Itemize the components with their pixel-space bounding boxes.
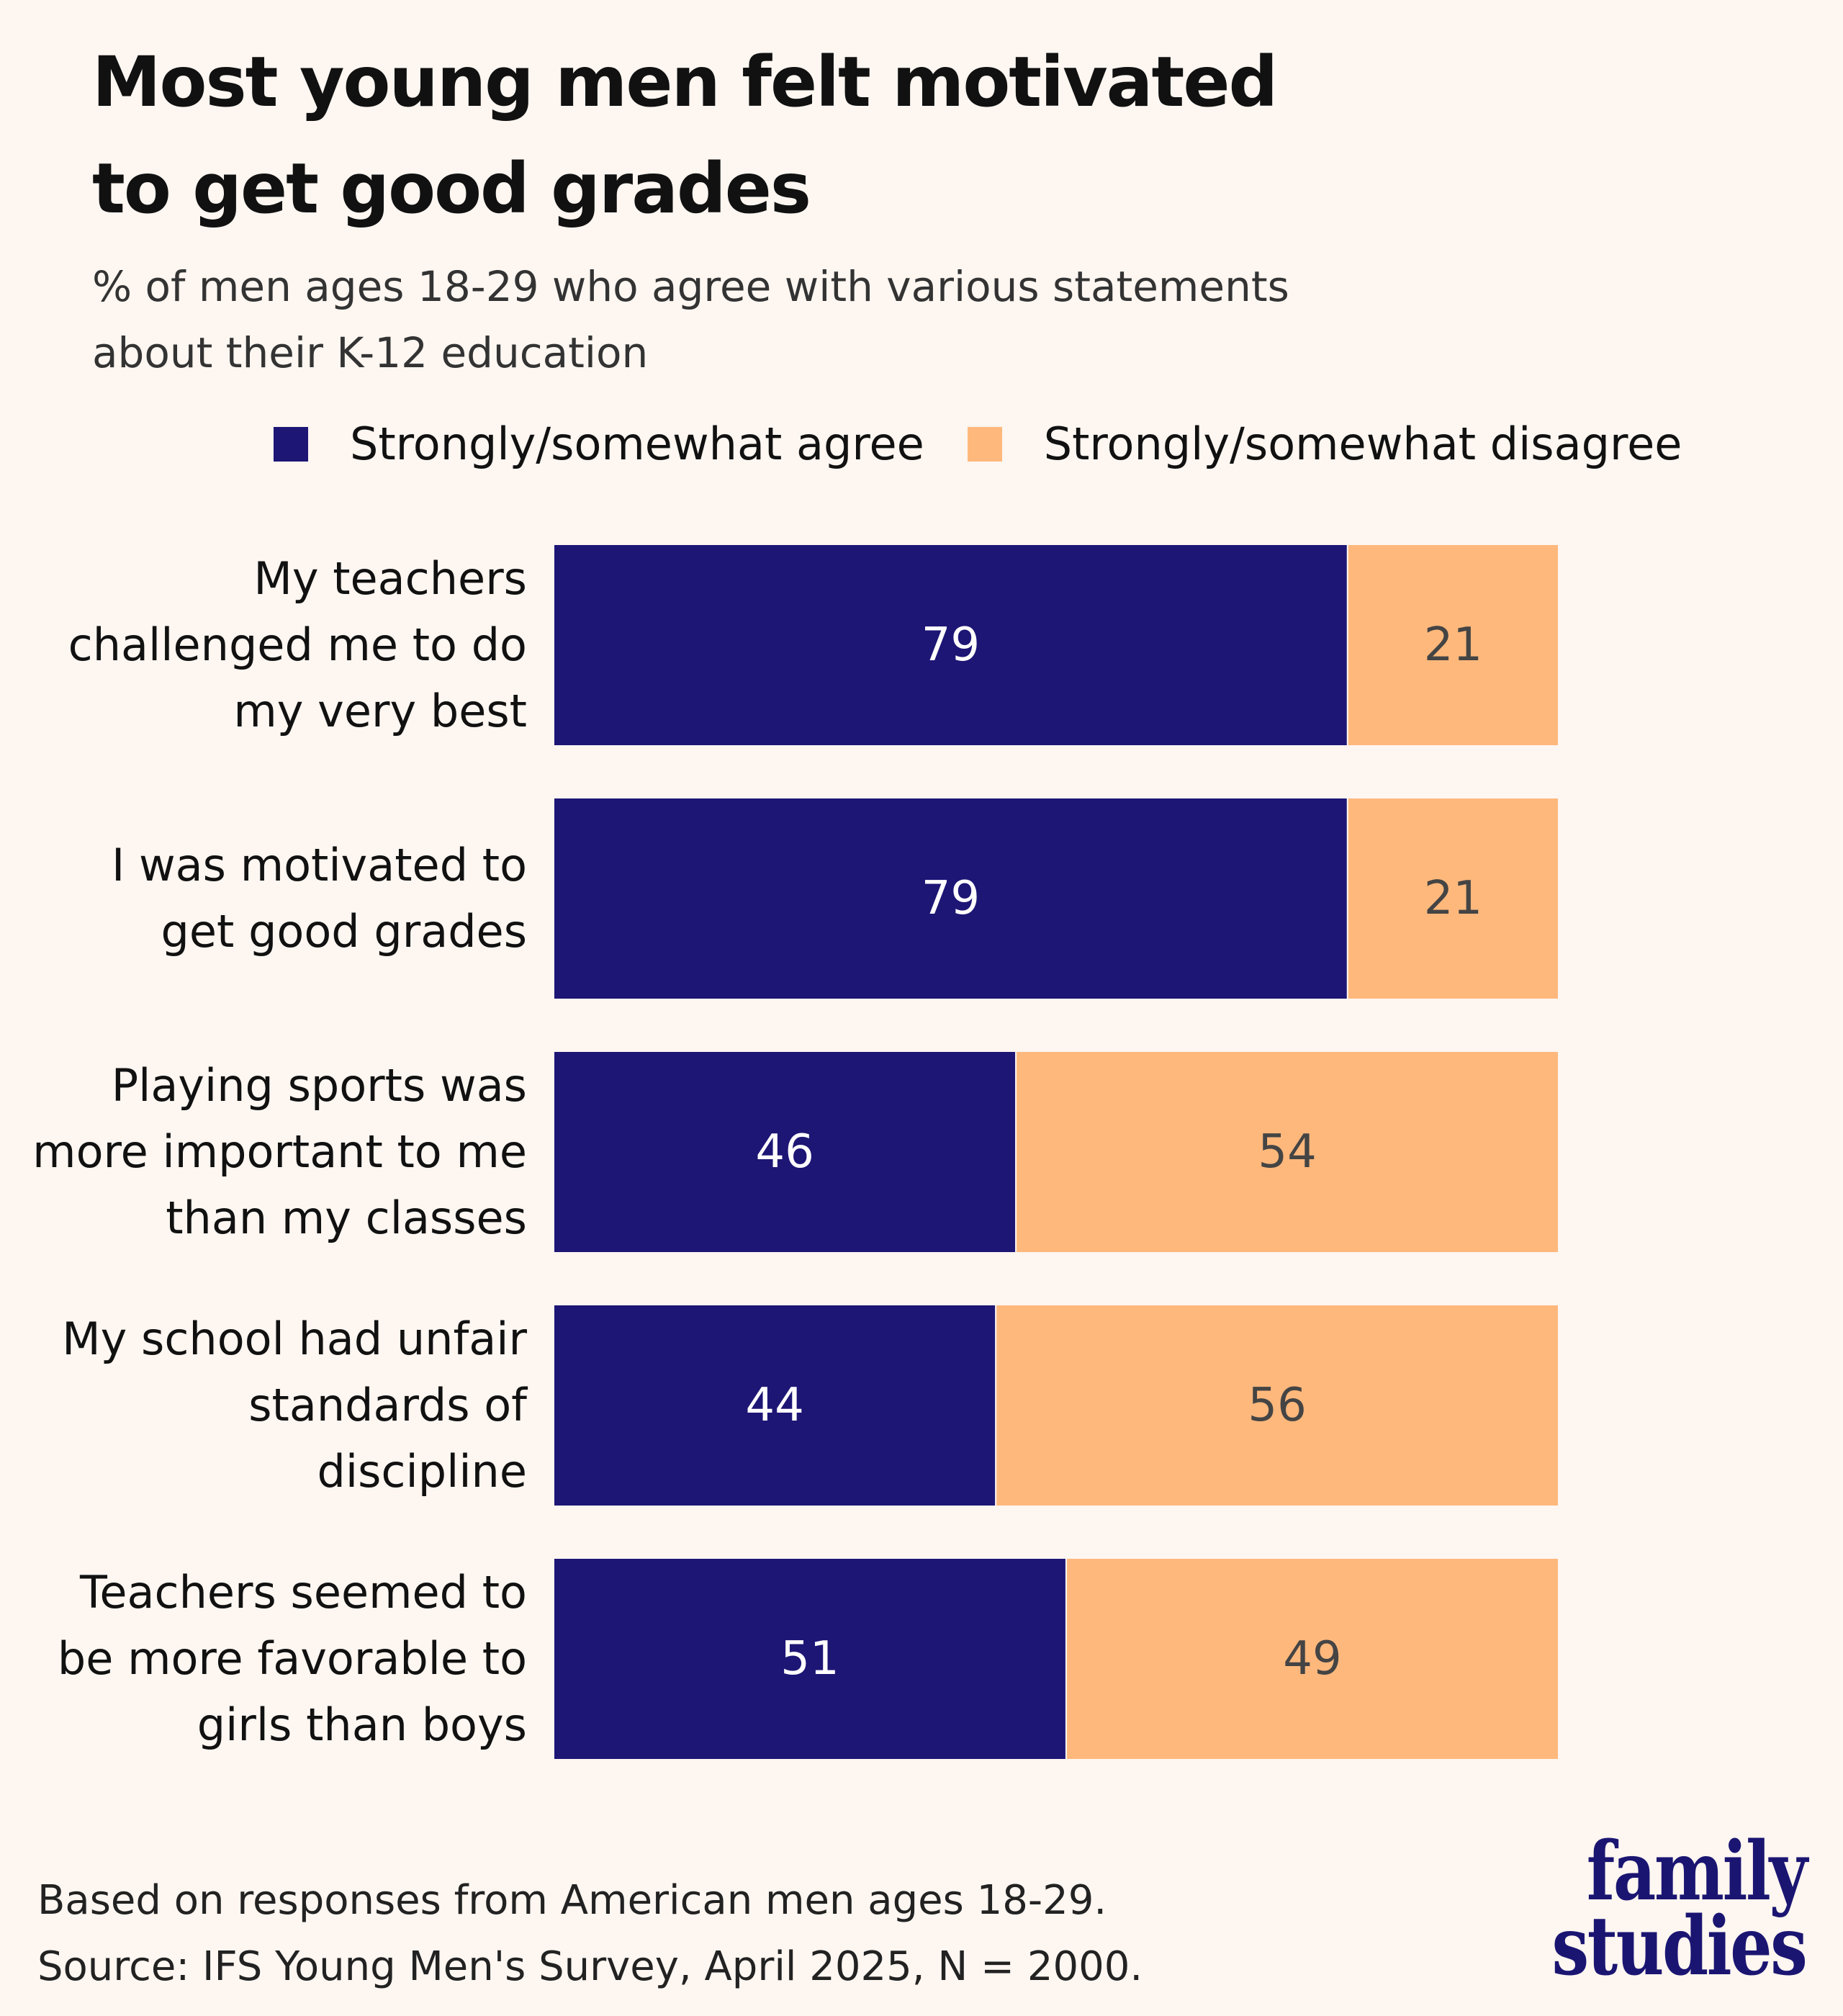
category-label: My school had unfair standards of discip… [14, 1305, 527, 1506]
bar-agree [553, 1557, 1067, 1760]
legend: Strongly/somewhat agree Strongly/somewha… [274, 418, 1725, 470]
category-label: Playing sports was more important to me … [14, 1051, 527, 1253]
category-label: My teachers challenged me to do my very … [14, 544, 527, 746]
bar-disagree [1346, 544, 1559, 747]
data-label-disagree: 21 [1424, 618, 1482, 672]
bar-agree [553, 544, 1348, 747]
logo-line-2: studies [1551, 1899, 1807, 1994]
legend-item-agree: Strongly/somewhat agree [274, 418, 924, 470]
data-label-disagree: 49 [1283, 1632, 1341, 1686]
category-label-text: Playing sports was more important to me … [32, 1059, 527, 1244]
data-label-agree: 79 [922, 872, 980, 925]
data-label-agree: 51 [780, 1632, 839, 1686]
data-label-disagree: 21 [1424, 872, 1482, 925]
category-label: Teachers seemed to be more favorable to … [14, 1558, 527, 1760]
bar-agree [553, 797, 1348, 1000]
data-label-agree: 79 [922, 618, 980, 672]
category-label-text: My school had unfair standards of discip… [62, 1313, 527, 1498]
subtitle-line-1: % of men ages 18-29 who agree with vario… [92, 262, 1289, 311]
title-line-1: Most young men felt motivated [92, 42, 1278, 122]
bar-disagree [995, 1304, 1559, 1507]
category-label-text: Teachers seemed to be more favorable to … [57, 1566, 527, 1751]
footer-note: Based on responses from American men age… [37, 1877, 1107, 1924]
legend-swatch-disagree [967, 426, 1002, 462]
legend-swatch-agree [274, 426, 308, 462]
bar-agree [553, 1304, 997, 1507]
data-label-disagree: 56 [1248, 1379, 1306, 1432]
footer: Based on responses from American men age… [37, 1868, 1143, 2000]
category-label-text: I was motivated to get good grades [111, 839, 527, 958]
logo-line-1: family [1586, 1824, 1807, 1919]
bar-agree [553, 1050, 1017, 1254]
chart-subtitle: % of men ages 18-29 who agree with vario… [92, 253, 1532, 386]
legend-label-disagree: Strongly/somewhat disagree [1043, 418, 1682, 470]
legend-item-disagree: Strongly/somewhat disagree [967, 418, 1682, 470]
subtitle-line-2: about their K-12 education [92, 328, 649, 377]
data-label-agree: 46 [755, 1125, 814, 1179]
legend-label-agree: Strongly/somewhat agree [350, 418, 924, 470]
category-label-text: My teachers challenged me to do my very … [68, 552, 527, 737]
bar-disagree [1065, 1557, 1559, 1760]
chart-title: Most young men felt motivated to get goo… [92, 29, 1460, 242]
data-label-agree: 44 [745, 1379, 803, 1432]
category-label: I was motivated to get good grades [14, 798, 527, 999]
data-label-disagree: 54 [1258, 1125, 1316, 1179]
bar-disagree [1346, 797, 1559, 1000]
family-studies-logo: family studies [1496, 1824, 1807, 1994]
title-line-2: to get good grades [92, 148, 811, 229]
footer-source: Source: IFS Young Men's Survey, April 20… [37, 1943, 1143, 1990]
bar-disagree [1015, 1050, 1560, 1254]
